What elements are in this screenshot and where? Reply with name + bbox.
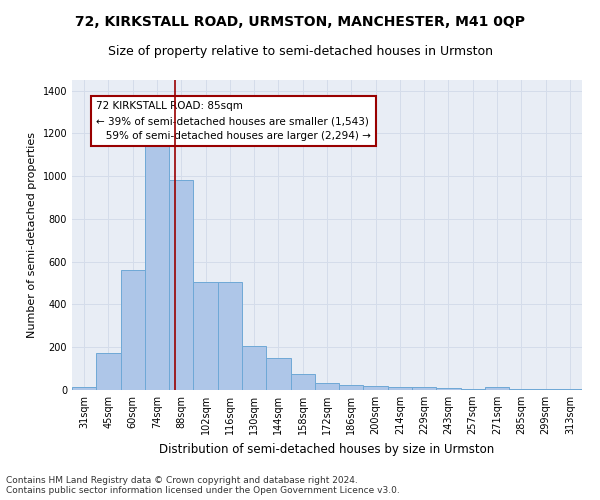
Bar (218, 282, 242, 390)
Bar (509, 389, 533, 390)
Bar (388, 387, 412, 390)
Bar (485, 387, 509, 390)
Bar (121, 270, 145, 390)
Bar (72, 387, 96, 390)
Bar (193, 282, 218, 390)
X-axis label: Distribution of semi-detached houses by size in Urmston: Distribution of semi-detached houses by … (160, 442, 494, 456)
Bar (436, 388, 461, 390)
Bar (169, 180, 193, 390)
Text: Contains public sector information licensed under the Open Government Licence v3: Contains public sector information licen… (6, 486, 400, 495)
Bar (315, 382, 339, 390)
Text: Size of property relative to semi-detached houses in Urmston: Size of property relative to semi-detach… (107, 45, 493, 58)
Bar (290, 374, 315, 390)
Y-axis label: Number of semi-detached properties: Number of semi-detached properties (27, 132, 37, 338)
Bar (412, 388, 436, 390)
Bar (242, 346, 266, 390)
Bar (533, 389, 558, 390)
Bar (364, 386, 388, 390)
Text: 72, KIRKSTALL ROAD, URMSTON, MANCHESTER, M41 0QP: 72, KIRKSTALL ROAD, URMSTON, MANCHESTER,… (75, 15, 525, 29)
Bar (558, 389, 582, 390)
Bar (339, 384, 364, 390)
Bar (145, 134, 169, 390)
Text: 72 KIRKSTALL ROAD: 85sqm
← 39% of semi-detached houses are smaller (1,543)
   59: 72 KIRKSTALL ROAD: 85sqm ← 39% of semi-d… (96, 102, 371, 141)
Text: Contains HM Land Registry data © Crown copyright and database right 2024.: Contains HM Land Registry data © Crown c… (6, 476, 358, 485)
Bar (266, 358, 290, 390)
Bar (96, 352, 121, 390)
